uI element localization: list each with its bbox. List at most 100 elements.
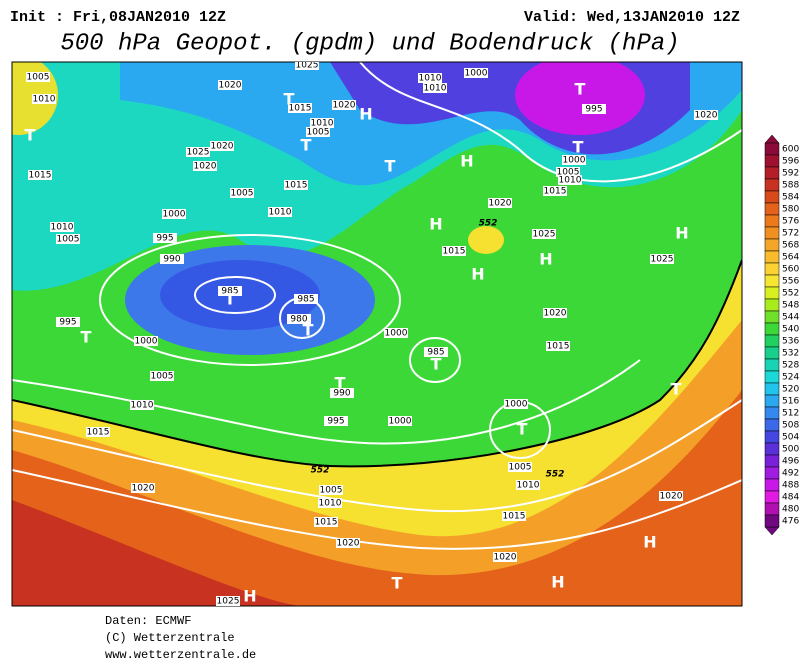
pressure-center-marker: T (335, 374, 346, 393)
legend-tick-label: 488 (782, 481, 799, 491)
isobar-label-bg (216, 596, 240, 606)
isobar-label-bg (318, 498, 342, 508)
isobar-label-bg (314, 517, 338, 527)
isobar-label: 1020 (211, 142, 234, 152)
legend-swatch (764, 418, 780, 432)
legend-tick-label: 524 (782, 373, 799, 383)
isobar-label: 1020 (494, 553, 517, 563)
isobar-label: 1005 (307, 128, 330, 138)
legend-swatch (764, 142, 780, 156)
valid-time: Valid: Wed,13JAN2010 12Z (524, 9, 740, 26)
legend-tick-label: 592 (782, 169, 799, 179)
isobar-label-bg (288, 103, 312, 113)
isobar-label: 1020 (337, 539, 360, 549)
isobar-label: 1000 (385, 329, 408, 339)
isobar-label: 1010 (33, 95, 56, 105)
isobar-label-bg (659, 491, 683, 501)
isobar-label-bg (384, 328, 408, 338)
isobar-label-bg (388, 416, 412, 426)
isobar-label-bg (306, 127, 330, 137)
isobar-label-bg (284, 180, 308, 190)
isobar-label-bg (508, 462, 532, 472)
isobar-label-bg (424, 347, 448, 357)
isobar-label: 1015 (503, 512, 526, 522)
isobar-label-bg (218, 80, 242, 90)
isobar-label-bg (50, 222, 74, 232)
legend-swatch (764, 394, 780, 408)
legend-swatch (764, 334, 780, 348)
isobar-label-bg (295, 62, 319, 70)
legend-tick-label: 476 (782, 517, 799, 527)
isobar-label: 1005 (231, 189, 254, 199)
isobar-label: 980 (290, 315, 307, 325)
isobar-label: 985 (427, 348, 444, 358)
isobar-label-bg (556, 167, 580, 177)
map-frame (11, 61, 743, 607)
legend-tick-label: 564 (782, 253, 799, 263)
legend-tick-label: 492 (782, 469, 799, 479)
isobar-label-bg (160, 254, 184, 264)
legend-swatch (764, 190, 780, 204)
field-magenta (515, 62, 645, 135)
isobar-label-bg (562, 155, 586, 165)
pressure-center-marker: T (517, 420, 528, 439)
isobar-label: 1010 (311, 119, 334, 129)
isobar-label-bg (336, 538, 360, 548)
legend-tick-label: 512 (782, 409, 799, 419)
legend-swatch (764, 442, 780, 456)
isobar-label-bg (543, 186, 567, 196)
isobar-label-bg (543, 308, 567, 318)
isobar-label: 1000 (563, 156, 586, 166)
isobar-label: 995 (585, 105, 602, 115)
isobar-label: 995 (156, 234, 173, 244)
isobar-label: 1015 (544, 187, 567, 197)
isobar-label-bg (218, 286, 242, 296)
legend-swatch (764, 202, 780, 216)
isobar-label: 1015 (285, 181, 308, 191)
isobar-label: 1020 (695, 111, 718, 121)
legend-tick-label: 596 (782, 157, 799, 167)
legend-swatch (764, 382, 780, 396)
isobar-label: 1025 (217, 597, 240, 607)
legend-swatch (764, 262, 780, 276)
legend-swatch (764, 238, 780, 252)
isobar-label: 1010 (559, 176, 582, 186)
pressure-center-marker: T (573, 138, 584, 157)
pressure-center-marker: H (243, 587, 256, 606)
isobar-label-bg (310, 118, 334, 128)
isobar-label: 1010 (517, 481, 540, 491)
isobar-label: 1010 (319, 499, 342, 509)
field-red (12, 500, 300, 606)
isobar-label-bg (532, 229, 556, 239)
pressure-center-marker: H (429, 215, 442, 234)
isobar-label-bg (418, 73, 442, 83)
legend-tick-label: 536 (782, 337, 799, 347)
isobars (12, 62, 742, 550)
isobar-label-bg (330, 388, 354, 398)
pressure-center-marker: T (225, 290, 236, 309)
isobar-label-bg (130, 400, 154, 410)
legend-tick-label: 520 (782, 385, 799, 395)
isobar-label: 1005 (509, 463, 532, 473)
isobar-label: 1025 (187, 148, 210, 158)
isobar-label-bg (516, 480, 540, 490)
legend-tick-label: 528 (782, 361, 799, 371)
legend-swatch (764, 214, 780, 228)
pressure-center-marker: H (551, 573, 564, 592)
isobar-label-bg (332, 100, 356, 110)
legend-swatch (764, 466, 780, 480)
isobar-label-bg (134, 336, 158, 346)
isobar-label-bg (131, 483, 155, 493)
legend-tick-label: 584 (782, 193, 799, 203)
isobar-label-bg (504, 399, 528, 409)
footer-line: Daten: ECMWF (105, 614, 191, 628)
isobar-label: 1025 (533, 230, 556, 240)
isobar-label: 1015 (315, 518, 338, 528)
legend-tick-label: 568 (782, 241, 799, 251)
isobar-label-bg (423, 83, 447, 93)
isobar-label: 1025 (296, 61, 319, 71)
isobar-label-bg (153, 233, 177, 243)
legend-tick-label: 532 (782, 349, 799, 359)
legend-swatch (764, 166, 780, 180)
